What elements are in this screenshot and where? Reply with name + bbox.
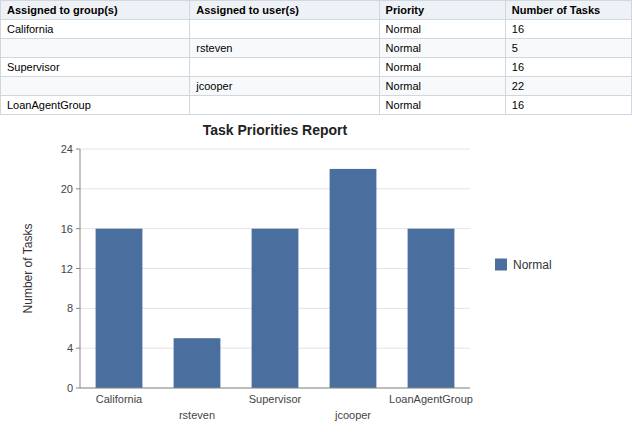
y-tick-label: 12	[61, 263, 73, 275]
table-cell: California	[1, 20, 190, 39]
table-head: Assigned to group(s)Assigned to user(s)P…	[1, 1, 632, 20]
grid-line	[80, 188, 470, 189]
table-row: rstevenNormal5	[1, 39, 632, 58]
page: Assigned to group(s)Assigned to user(s)P…	[0, 0, 632, 434]
table-header-cell: Priority	[379, 1, 505, 20]
table-cell	[1, 77, 190, 96]
x-axis-line	[80, 388, 470, 389]
y-tick-label: 0	[67, 382, 73, 394]
y-tick-label: 20	[61, 183, 73, 195]
y-axis-label: Number of Tasks	[21, 224, 35, 314]
table-cell: Supervisor	[1, 58, 190, 77]
table-cell: Normal	[379, 96, 505, 115]
chart: Task Priorities Report 0 4 8 12 16 20 24 Califor…	[0, 115, 632, 434]
table-row: Supervisor Normal16	[1, 58, 632, 77]
y-tick	[76, 348, 80, 349]
table-cell	[1, 39, 190, 58]
table-cell: Normal	[379, 77, 505, 96]
grid-line	[80, 149, 470, 150]
legend: Normal	[495, 258, 552, 272]
y-tick	[76, 188, 80, 189]
bar	[174, 338, 221, 388]
table-header-cell: Assigned to group(s)	[1, 1, 190, 20]
bars	[96, 169, 455, 388]
table-header-cell: Number of Tasks	[505, 1, 631, 20]
bar	[96, 229, 143, 388]
table-row: jcooperNormal22	[1, 77, 632, 96]
y-tick-label: 4	[67, 342, 73, 354]
table-container: Assigned to group(s)Assigned to user(s)P…	[0, 0, 632, 115]
table-cell	[190, 96, 379, 115]
grid-line	[80, 388, 470, 389]
x-tick-label: Supervisor	[249, 393, 302, 405]
x-tick-label: rsteven	[179, 409, 215, 421]
bar	[252, 229, 299, 388]
table-row: California Normal16	[1, 20, 632, 39]
y-tick	[76, 228, 80, 229]
table-cell: rsteven	[190, 39, 379, 58]
table-cell: 16	[505, 58, 631, 77]
table-cell: Normal	[379, 58, 505, 77]
bar	[330, 169, 377, 388]
y-axis-line	[80, 149, 81, 388]
table-cell	[190, 20, 379, 39]
legend-swatch	[495, 259, 507, 271]
bar	[408, 229, 455, 388]
table-cell: jcooper	[190, 77, 379, 96]
y-tick-label: 24	[61, 143, 73, 155]
table-header-cell: Assigned to user(s)	[190, 1, 379, 20]
x-tick-label: jcooper	[334, 409, 371, 421]
y-tick-label: 16	[61, 223, 73, 235]
y-tick-label: 8	[67, 302, 73, 314]
chart-container: Task Priorities Report 0 4 8 12 16 20 24 Califor…	[0, 115, 632, 434]
table-cell: Normal	[379, 20, 505, 39]
table-cell: LoanAgentGroup	[1, 96, 190, 115]
table-cell: Normal	[379, 39, 505, 58]
table-row: LoanAgentGroup Normal16	[1, 96, 632, 115]
table-cell: 22	[505, 77, 631, 96]
table-cell: 16	[505, 20, 631, 39]
y-tick	[76, 308, 80, 309]
table-cell: 16	[505, 96, 631, 115]
table-cell	[190, 58, 379, 77]
y-tick	[76, 149, 80, 150]
table-header-row: Assigned to group(s)Assigned to user(s)P…	[1, 1, 632, 20]
x-tick-label: LoanAgentGroup	[389, 393, 473, 405]
x-tick-label: California	[96, 393, 143, 405]
y-tick	[76, 388, 80, 389]
legend-label: Normal	[513, 258, 552, 272]
y-tick	[76, 268, 80, 269]
data-table: Assigned to group(s)Assigned to user(s)P…	[0, 0, 632, 115]
table-cell: 5	[505, 39, 631, 58]
table-body: CaliforniaNormal16rstevenNormal5Supervis…	[1, 20, 632, 115]
chart-title: Task Priorities Report	[203, 122, 348, 138]
